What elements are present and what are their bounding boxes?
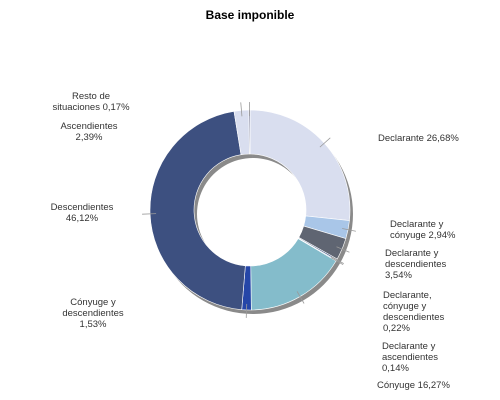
slice-label-line: descendientes [62,308,124,319]
leader-line-8 [142,213,157,215]
leader-lines [142,101,356,318]
slice-label-line: Ascendientes [60,121,117,132]
slice-label-8: Descendientes 46,12% [51,202,114,224]
slice-label-line: ascendientes [382,352,438,363]
slice-label-line: 2,39% [76,132,103,143]
leader-line-2 [342,228,356,232]
slice-labels: Declarante 26,68%Declarante y cónyuge 2,9… [51,91,460,391]
leader-line-5 [330,257,344,266]
slice-label-7: Cónyuge y descendientes 1,53% [62,297,124,330]
slice-label-line: cónyuge y [383,301,427,312]
slice-label-6: Cónyuge 16,27% [377,380,450,391]
donut-slice-10 [248,109,251,155]
slice-label-line: Cónyuge y [70,297,116,308]
slice-label-10: Resto de situaciones 0,17% [52,91,130,113]
slice-label-4: Declarante, cónyuge y descendientes 0,22% [383,290,445,334]
slice-label-line: situaciones 0,17% [52,102,130,113]
slice-label-line: Declarante 26,68% [378,133,459,144]
slice-label-9: Ascendientes 2,39% [60,121,117,143]
slice-label-line: 1,53% [80,319,107,330]
slice-label-line: cónyuge 2,94% [390,230,456,241]
slice-label-line: descendientes [385,259,447,270]
slice-label-3: Declarante y descendientes 3,54% [385,248,447,281]
leader-line-9 [240,102,243,117]
leader-line-1 [319,137,331,148]
slice-label-line: Declarante y [385,248,439,259]
chart-title: Base imponible [206,8,295,22]
slice-label-line: 46,12% [66,213,99,224]
slice-label-5: Declarante y ascendientes 0,14% [382,341,438,374]
slice-label-line: 3,54% [385,270,412,281]
donut-slices [149,109,351,311]
slice-label-line: 0,22% [383,323,410,334]
slice-label-line: Cónyuge 16,27% [377,380,450,391]
donut-slice-1 [249,109,351,221]
donut-slice-8 [149,110,246,310]
slice-label-line: Descendientes [51,202,114,213]
slice-label-line: Declarante y [390,219,444,230]
slice-label-line: Declarante y [382,341,436,352]
slice-label-line: 0,14% [382,363,409,374]
slice-label-2: Declarante y cónyuge 2,94% [390,219,456,241]
leader-line-4 [331,256,344,264]
leader-line-3 [336,246,350,253]
leader-line-6 [296,291,305,304]
slice-label-1: Declarante 26,68% [378,133,459,144]
slice-label-line: descendientes [383,312,445,323]
slice-label-line: Resto de [72,91,110,102]
slice-label-line: Declarante, [383,290,432,301]
